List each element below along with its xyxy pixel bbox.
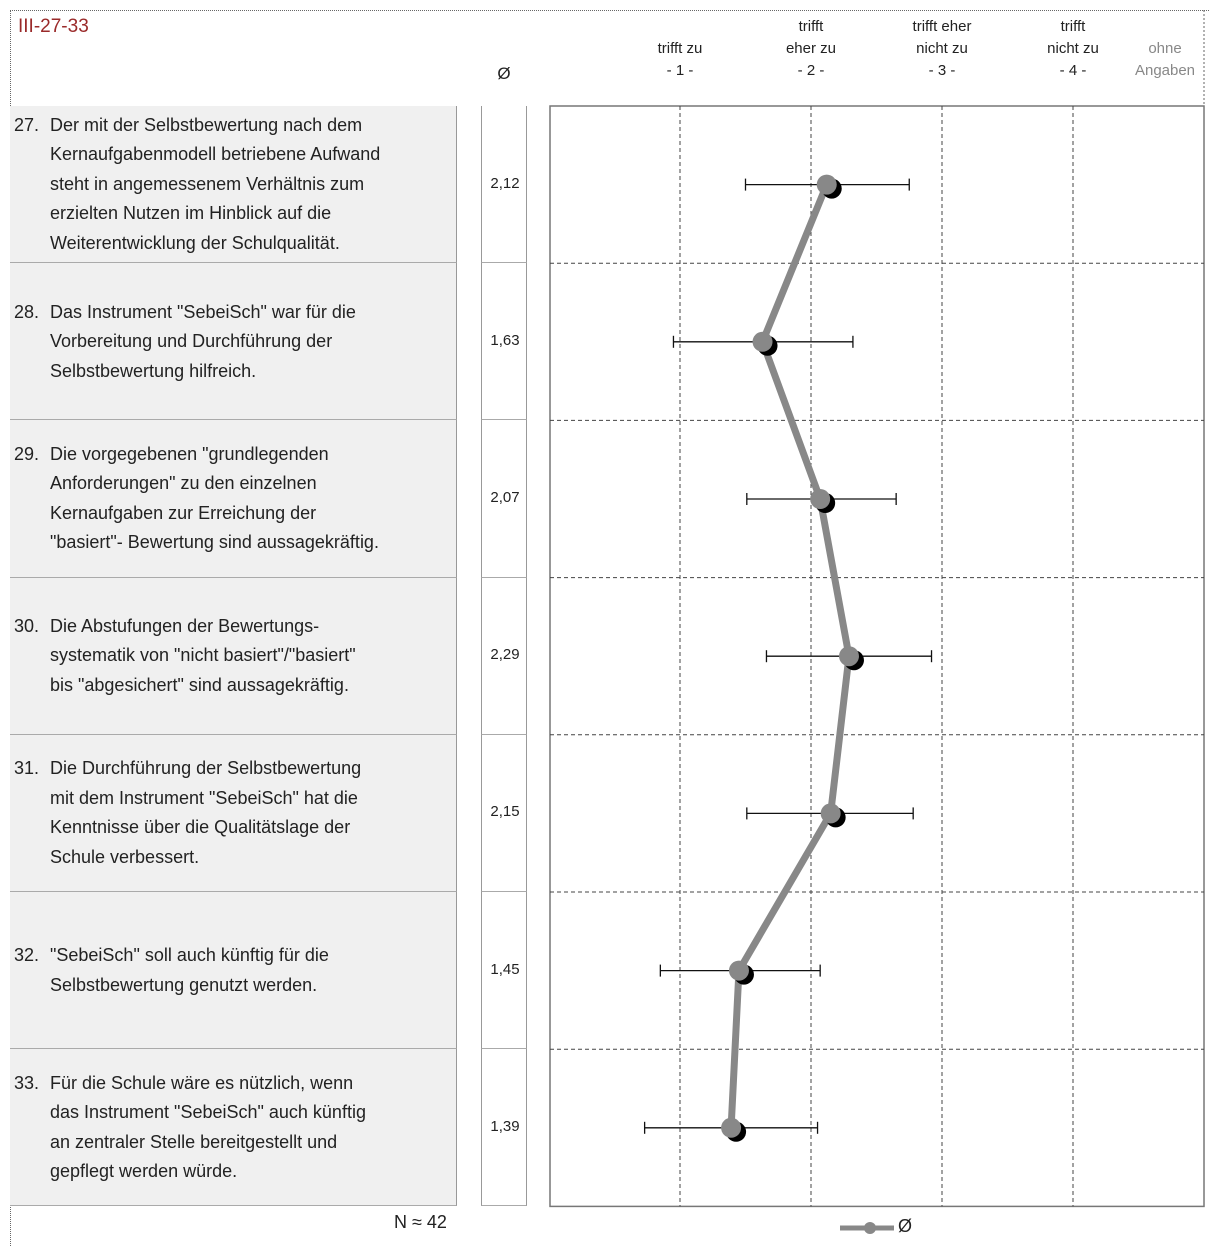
question-row: 28. Das Instrument "SebeiSch" war für die… (10, 263, 457, 421)
question-text-line: systematik von "nicht basiert"/"basiert" (50, 645, 356, 666)
question-text-line: an zentraler Stelle bereitgestellt und (50, 1131, 338, 1152)
mean-value: 2,29 (490, 646, 520, 664)
question-text-line: Die Abstufungen der Bewertungs- (50, 615, 320, 636)
question-text-line: gepflegt werden würde. (50, 1161, 238, 1182)
data-point (728, 960, 749, 981)
question-text: Der mit der Selbstbewertung nach dem Kern… (50, 111, 450, 259)
question-text-line: Der mit der Selbstbewertung nach dem (50, 114, 363, 135)
column-header-line: - 2 - (797, 62, 825, 79)
data-point (752, 331, 773, 352)
mean-cell: 2,15 (481, 734, 527, 892)
question-text: Die Abstufungen der Bewertungs-systemati… (50, 612, 450, 701)
column-header-4: trifft nicht zu - 4 - (1018, 16, 1128, 82)
column-header-3: trifft eher nicht zu - 3 - (887, 16, 997, 82)
question-text-line: Kernaufgaben zur Erreichung der (50, 502, 317, 523)
sample-size-label: N ≈ 42 (394, 1212, 447, 1232)
column-header-line: ohne (1148, 40, 1182, 57)
data-point (810, 489, 831, 509)
question-text-line: Schule verbessert. (50, 846, 200, 867)
question-text: Die Durchführung der Selbstbewertung mit … (50, 754, 450, 872)
legend-line-marker (840, 1222, 894, 1234)
question-number: 28. (14, 301, 40, 322)
column-header-line: Angaben (1134, 62, 1196, 79)
question-row: 29. Die vorgegebenen "grundlegenden Anford… (10, 420, 457, 578)
column-header-5: ohne Angaben (1110, 16, 1210, 82)
mean-value: 2,15 (490, 803, 520, 821)
question-row: 32. "SebeiSch" soll auch künftig für die S… (10, 892, 457, 1050)
question-text-line: bis "abgesichert" sind aussagekräftig. (50, 674, 349, 695)
question-number: 33. (14, 1072, 40, 1093)
mean-value: 1,63 (490, 331, 520, 349)
column-header-line: trifft eher (912, 18, 972, 35)
question-text-line: Das Instrument "SebeiSch" war für die (50, 301, 356, 322)
question-text-line: Kernaufgabenmodell betriebene Aufwand (50, 144, 381, 165)
question-number: 32. (14, 945, 40, 966)
plot-frame (549, 105, 1205, 1208)
column-header-line: trifft (1060, 18, 1086, 35)
column-header-2: trifft eher zu - 2 - (756, 16, 866, 82)
question-number: 29. (14, 443, 40, 464)
column-header-line: eher zu (785, 40, 837, 57)
question-text-line: Kenntnisse über die Qualitätslage der (50, 817, 351, 838)
mean-cell: 1,39 (481, 1049, 527, 1207)
column-header-line: - 4 - (1059, 62, 1087, 79)
question-text: Für die Schule wäre es nützlich, wenn das… (50, 1069, 450, 1187)
question-number: 30. (14, 615, 40, 636)
question-text-line: Anforderungen" zu den einzelnen (50, 473, 317, 494)
question-text-line: "SebeiSch" soll auch künftig für die (50, 945, 329, 966)
question-row: 33. Für die Schule wäre es nützlich, wenn… (10, 1049, 457, 1207)
mean-value: 2,07 (490, 488, 520, 506)
column-header-line: - 1 - (666, 62, 694, 79)
mean-cell: 2,29 (481, 577, 527, 735)
question-text-line: Selbstbewertung genutzt werden. (50, 974, 318, 995)
column-header-line: nicht zu (1047, 40, 1099, 57)
question-text-line: mit dem Instrument "SebeiSch" hat die (50, 787, 358, 808)
mean-cell: 1,45 (481, 892, 527, 1050)
question-text-line: Die vorgegebenen "grundlegenden (50, 443, 329, 464)
question-text-line: "basiert"- Bewertung sind aussagekräftig… (50, 532, 379, 553)
question-row: 27. Der mit der Selbstbewertung nach dem K… (10, 106, 457, 264)
question-number: 31. (14, 758, 40, 779)
legend: Ø (838, 1216, 928, 1240)
frame-top-border (10, 10, 1209, 11)
column-header-1: trifft zu - 1 - (625, 16, 735, 82)
column-header-line: nicht zu (916, 40, 968, 57)
question-text: Die vorgegebenen "grundlegenden Anforderu… (50, 440, 450, 558)
question-text-line: Vorbereitung und Durchführung der (50, 331, 333, 352)
question-text-line: das Instrument "SebeiSch" auch künftig (50, 1102, 366, 1123)
question-text-line: Selbstbewertung hilfreich. (50, 360, 257, 381)
mean-value: 2,12 (490, 174, 520, 192)
column-header-line: trifft (798, 18, 824, 35)
mean-cell: 1,63 (481, 263, 527, 421)
question-text-line: Weiterentwicklung der Schulqualität. (50, 232, 340, 253)
mean-value: 1,45 (490, 960, 520, 978)
question-text-line: steht in angemessenem Verhältnis zum (50, 173, 365, 194)
figure-code: III-27-33 (18, 16, 89, 37)
data-point (820, 803, 841, 824)
column-header-line: trifft zu (657, 40, 703, 57)
question-row: 31. Die Durchführung der Selbstbewertung m… (10, 734, 457, 892)
mean-cell: 2,07 (481, 420, 527, 578)
data-point (816, 174, 837, 195)
question-text: Das Instrument "SebeiSch" war für die Vor… (50, 298, 450, 387)
legend-label: Ø (898, 1216, 913, 1236)
column-header-line: - 3 - (928, 62, 956, 79)
data-point (721, 1117, 742, 1138)
mean-value: 1,39 (490, 1117, 520, 1135)
mean-column-header: Ø (497, 64, 511, 83)
question-text: "SebeiSch" soll auch künftig für die Selb… (50, 941, 450, 1000)
question-row: 30. Die Abstufungen der Bewertungs-system… (10, 577, 457, 735)
question-number: 27. (14, 114, 40, 135)
question-text-line: erzielten Nutzen im Hinblick auf die (50, 203, 332, 224)
question-text-line: Die Durchführung der Selbstbewertung (50, 758, 362, 779)
data-point (838, 646, 859, 667)
question-text-line: Für die Schule wäre es nützlich, wenn (50, 1072, 354, 1093)
mean-cell: 2,12 (481, 106, 527, 264)
